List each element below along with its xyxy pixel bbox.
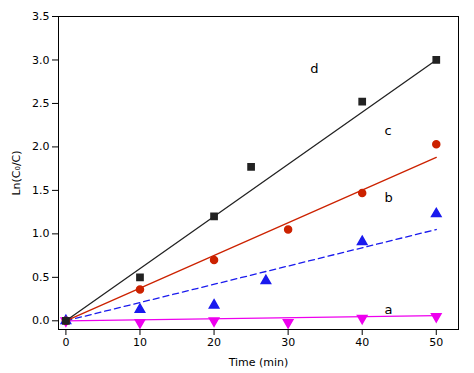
svg-text:a: a bbox=[384, 302, 392, 317]
svg-text:40: 40 bbox=[355, 336, 369, 349]
svg-text:b: b bbox=[384, 190, 392, 205]
svg-text:50: 50 bbox=[429, 336, 443, 349]
svg-text:d: d bbox=[310, 61, 318, 76]
svg-text:10: 10 bbox=[133, 336, 147, 349]
svg-text:30: 30 bbox=[281, 336, 295, 349]
svg-text:0: 0 bbox=[62, 336, 69, 349]
svg-text:3.0: 3.0 bbox=[32, 53, 50, 66]
svg-text:2.0: 2.0 bbox=[32, 140, 50, 153]
svg-text:2.5: 2.5 bbox=[32, 97, 50, 110]
svg-text:Ln(C₀/C): Ln(C₀/C) bbox=[10, 150, 23, 195]
svg-text:0.5: 0.5 bbox=[32, 271, 50, 284]
svg-text:1.5: 1.5 bbox=[32, 184, 50, 197]
svg-text:3.5: 3.5 bbox=[32, 10, 50, 23]
svg-text:1.0: 1.0 bbox=[32, 227, 50, 240]
svg-text:20: 20 bbox=[207, 336, 221, 349]
svg-text:Time (min): Time (min) bbox=[228, 356, 289, 369]
svg-text:c: c bbox=[384, 123, 391, 138]
svg-text:0.0: 0.0 bbox=[32, 314, 50, 327]
